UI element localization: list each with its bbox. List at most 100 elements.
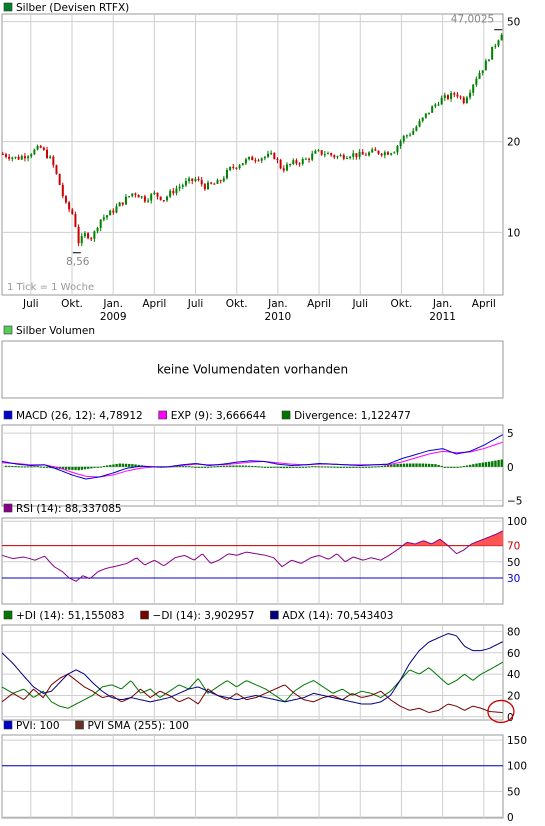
candle-body <box>491 46 494 60</box>
candle-body <box>336 156 339 158</box>
divergence-bar <box>352 466 355 468</box>
divergence-bar <box>450 466 453 468</box>
candle-body <box>11 157 14 159</box>
candle-body <box>216 180 219 184</box>
candle-body <box>443 95 446 98</box>
candle-body <box>368 152 371 156</box>
divergence-bar <box>203 466 207 468</box>
candle-body <box>396 145 399 153</box>
y-tick-label: 70 <box>507 541 520 553</box>
candle-body <box>229 166 232 171</box>
divergence-bar <box>131 464 134 467</box>
candle-body <box>380 153 383 156</box>
y-tick-label: 10 <box>507 227 520 239</box>
divergence-bar <box>462 466 466 468</box>
x-month-label: April <box>142 298 166 310</box>
candle-body <box>456 94 459 97</box>
divergence-bar <box>443 466 447 468</box>
divergence-bar <box>90 466 93 469</box>
candle-body <box>131 193 134 197</box>
candle-body <box>143 196 146 202</box>
candle-body <box>235 167 238 169</box>
candle-body <box>326 153 329 155</box>
candle-body <box>99 219 102 228</box>
adx-line <box>1 633 503 705</box>
candle-body <box>232 166 235 168</box>
legend-label: PVI SMA (255): 100 <box>88 720 189 732</box>
candle-body <box>402 135 405 142</box>
candle-body <box>46 149 49 159</box>
candle-body <box>352 153 355 157</box>
candle-body <box>39 145 42 148</box>
divergence-bar <box>124 463 128 467</box>
x-year-label: 2009 <box>100 311 127 323</box>
divergence-bar <box>14 466 17 468</box>
divergence-bar <box>349 466 352 468</box>
divergence-bar <box>134 464 137 467</box>
candle-body <box>481 70 484 74</box>
divergence-bar <box>484 462 488 467</box>
candle-body <box>251 156 254 161</box>
y-tick-label: 60 <box>507 648 520 660</box>
divergence-bar <box>336 466 339 468</box>
candle-body <box>361 151 364 155</box>
x-month-label: Juli <box>22 298 39 310</box>
divergence-bar <box>390 464 393 467</box>
legend-swatch <box>75 720 84 730</box>
candle-body <box>77 226 80 244</box>
legend-label: +DI (14): 51,155083 <box>16 610 125 622</box>
divergence-bar <box>409 463 412 467</box>
divergence-bar <box>17 466 20 468</box>
candle-body <box>386 152 389 155</box>
y-tick-label: 0 <box>507 462 514 474</box>
candle-body <box>270 152 273 154</box>
divergence-bar <box>434 464 437 467</box>
divergence-bar <box>225 465 229 467</box>
candle-body <box>450 93 453 99</box>
y-tick-label: 0 <box>507 712 514 724</box>
y-tick-label: 20 <box>507 690 520 702</box>
legend-label: −DI (14): 3,902957 <box>153 610 255 622</box>
divergence-bar <box>86 466 90 469</box>
x-month-label: Jan. <box>267 298 288 310</box>
legend-swatch <box>270 610 279 620</box>
highlight-circle <box>487 699 515 724</box>
minus-di-line <box>1 673 503 714</box>
x-month-label: April <box>472 298 496 310</box>
candle-body <box>409 134 412 136</box>
candle-body <box>96 227 99 232</box>
divergence-bar <box>437 465 440 467</box>
candle-body <box>364 154 367 156</box>
divergence-bar <box>424 463 428 467</box>
divergence-bar <box>175 466 178 468</box>
candle-body <box>30 154 33 157</box>
candle-body <box>285 164 288 171</box>
divergence-bar <box>27 466 30 468</box>
candle-body <box>172 190 175 194</box>
title-swatch <box>3 2 13 12</box>
divergence-bar <box>11 465 14 467</box>
divergence-bar <box>472 464 475 467</box>
candle-body <box>374 149 377 151</box>
divergence-bar <box>323 466 327 468</box>
divergence-bar <box>188 466 191 468</box>
divergence-bar <box>405 463 409 467</box>
candle-body <box>289 163 292 165</box>
divergence-bar <box>367 466 371 468</box>
x-month-label: Juli <box>351 298 368 310</box>
candle-body <box>87 233 90 239</box>
y-tick-label: 5 <box>507 428 514 440</box>
candle-body <box>52 156 55 166</box>
candle-body <box>437 104 440 106</box>
candle-body <box>333 155 336 158</box>
divergence-bar <box>412 463 415 467</box>
candle-body <box>80 236 83 244</box>
divergence-bar <box>491 461 494 467</box>
divergence-bar <box>440 465 443 467</box>
candle-body <box>64 196 67 203</box>
candle-body <box>428 112 431 114</box>
candle-body <box>188 178 191 181</box>
candle-body <box>500 34 503 41</box>
divergence-bar <box>270 466 273 468</box>
candle-body <box>124 196 127 205</box>
